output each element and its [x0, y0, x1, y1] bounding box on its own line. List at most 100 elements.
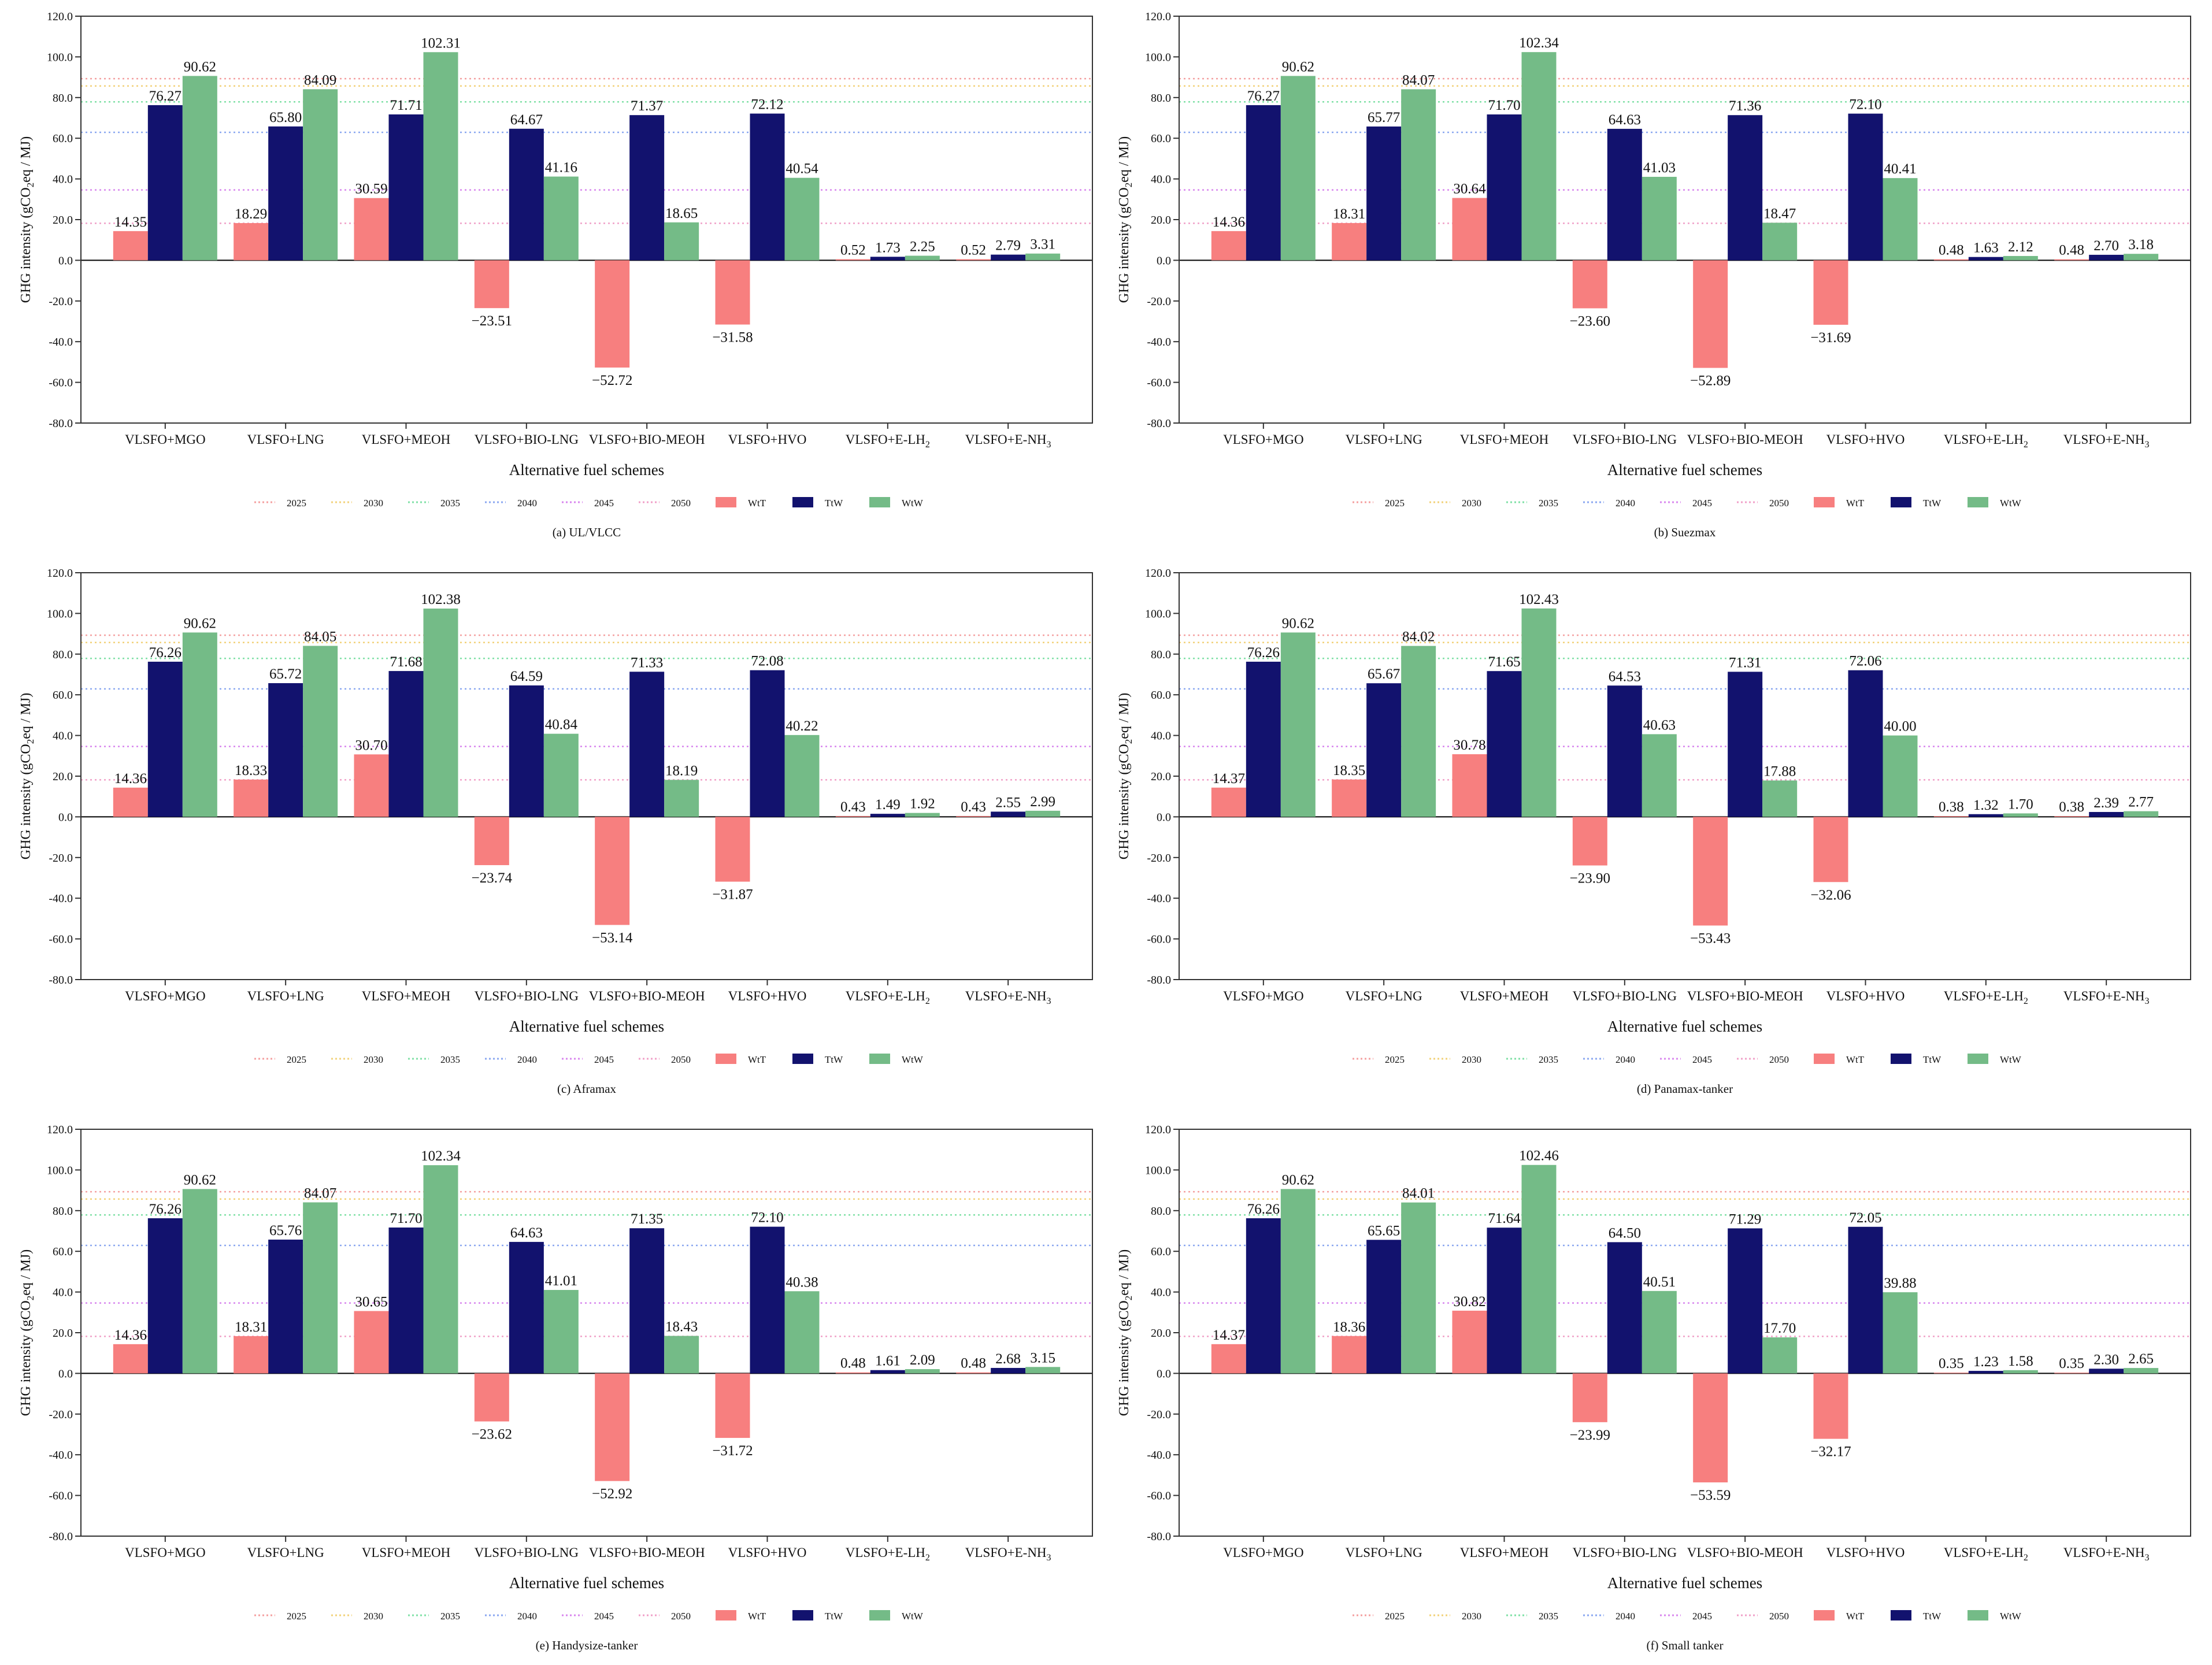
bar	[1848, 113, 1883, 261]
data-label: 76.27	[1247, 88, 1280, 104]
bar	[1025, 810, 1061, 817]
data-label: 72.08	[751, 654, 783, 669]
bar	[750, 670, 785, 817]
bar	[1933, 259, 1969, 261]
data-label: 0.43	[961, 799, 986, 815]
bar	[664, 780, 699, 817]
legend-label: WtW	[902, 1054, 924, 1065]
x-tick-label-main: VLSFO+MEOH	[362, 432, 451, 447]
y-axis-label-sub: 2	[25, 739, 36, 744]
y-tick-label: -20.0	[49, 1408, 73, 1421]
data-label: −31.87	[712, 887, 753, 903]
bar	[388, 114, 424, 261]
x-tick-label-sub: 3	[2145, 1553, 2150, 1563]
legend-label: TtW	[1923, 498, 1941, 509]
bar	[1211, 787, 1246, 817]
bar	[1968, 1371, 2003, 1374]
data-label: 64.53	[1609, 669, 1641, 684]
bar	[835, 259, 870, 261]
data-label: 0.38	[2059, 799, 2084, 815]
data-label: 102.34	[1519, 35, 1559, 51]
chart-panel: 14.35 18.29 30.59 −23.51 −52.72 −31.58 0.52 0.5…	[18, 10, 1093, 539]
bar	[1813, 260, 1848, 325]
bar	[234, 779, 269, 817]
y-tick-label: -60.0	[49, 933, 73, 946]
bar	[629, 1228, 665, 1374]
legend-label: TtW	[1923, 1054, 1941, 1065]
x-tick-label: VLSFO+E-NH3	[965, 432, 1051, 450]
bar	[750, 113, 785, 261]
y-axis-label-tail: eq / MJ)	[18, 693, 34, 739]
legend-label: WtW	[902, 498, 924, 509]
y-tick-label: 80.0	[1151, 92, 1171, 105]
legend-label: WtT	[1846, 1054, 1865, 1065]
y-tick-label: 40.0	[53, 173, 73, 186]
x-tick-label-main: VLSFO+BIO-MEOH	[589, 989, 705, 1003]
bar	[147, 661, 183, 817]
data-label: 65.76	[269, 1223, 302, 1238]
legend-patch-swatch	[792, 497, 813, 507]
bar	[870, 1370, 905, 1374]
bar	[354, 198, 389, 261]
bar	[2003, 813, 2038, 817]
legend-patch-swatch	[1968, 497, 1988, 507]
data-label: −23.60	[1570, 313, 1610, 329]
legend-label: 2025	[287, 1054, 306, 1065]
data-label: 14.37	[1213, 1327, 1245, 1343]
x-tick-label: VLSFO+MEOH	[1460, 1545, 1549, 1560]
data-label: 3.31	[1030, 237, 1055, 253]
x-tick-label-sub: 2	[2024, 440, 2028, 450]
data-label: 1.58	[2008, 1353, 2033, 1369]
legend-label: 2025	[287, 1611, 306, 1622]
y-tick-label: 120.0	[1145, 567, 1171, 580]
y-tick-label: 0.0	[1157, 811, 1171, 824]
bar	[1280, 632, 1316, 817]
bar	[1025, 253, 1061, 261]
x-tick-label: VLSFO+E-NH3	[2063, 432, 2150, 450]
x-tick-label: VLSFO+MGO	[125, 1545, 206, 1560]
x-tick-label: VLSFO+MGO	[125, 989, 206, 1003]
legend-label: 2045	[594, 1611, 614, 1622]
x-tick-label: VLSFO+BIO-MEOH	[1687, 432, 1803, 447]
x-tick-label: VLSFO+BIO-LNG	[475, 1545, 579, 1560]
y-tick-label: 100.0	[1145, 1164, 1171, 1177]
chart-panel: 14.36 18.31 30.65 −23.62 −52.92 −31.72 0.48 0.4…	[18, 1123, 1093, 1652]
x-tick-label-main: VLSFO+MEOH	[1460, 432, 1549, 447]
data-label: 41.16	[545, 160, 577, 176]
x-tick-label-main: VLSFO+LNG	[247, 1545, 324, 1560]
data-label: 30.64	[1453, 181, 1486, 197]
bar	[1968, 257, 2003, 261]
data-label: 18.47	[1763, 206, 1796, 221]
data-label: 3.15	[1030, 1350, 1055, 1366]
x-tick-label-sub: 3	[1047, 996, 1051, 1006]
legend-label: 2035	[1539, 1611, 1558, 1622]
data-label: 14.35	[114, 214, 147, 230]
data-label: 14.36	[114, 1327, 147, 1343]
data-label: 1.61	[875, 1353, 901, 1369]
y-tick-label: 40.0	[53, 730, 73, 743]
bar	[113, 787, 148, 817]
legend-patch-swatch	[1968, 1054, 1988, 1064]
legend-patch-swatch	[1968, 1610, 1988, 1620]
data-label: 1.23	[1973, 1354, 1999, 1370]
data-label: −31.58	[712, 330, 753, 346]
y-tick-label: 100.0	[1145, 607, 1171, 620]
bar	[1813, 1373, 1848, 1439]
data-label: 72.10	[751, 1210, 783, 1226]
y-tick-label: 40.0	[1151, 1286, 1171, 1299]
legend-label: WtT	[1846, 498, 1865, 509]
y-tick-label: 20.0	[1151, 214, 1171, 227]
data-label: 0.52	[840, 243, 866, 258]
y-tick-label: -40.0	[1147, 892, 1171, 905]
y-tick-label: -60.0	[49, 377, 73, 390]
x-tick-label-main: VLSFO+BIO-MEOH	[1687, 432, 1803, 447]
bar	[1762, 780, 1798, 817]
data-label: 39.88	[1884, 1275, 1916, 1291]
x-tick-label: VLSFO+E-LH2	[1944, 432, 2028, 450]
x-tick-label: VLSFO+LNG	[1346, 432, 1422, 447]
data-label: 71.36	[1729, 98, 1761, 114]
data-label: 40.22	[785, 718, 818, 734]
bar	[1366, 683, 1402, 817]
y-tick-label: 40.0	[1151, 730, 1171, 743]
